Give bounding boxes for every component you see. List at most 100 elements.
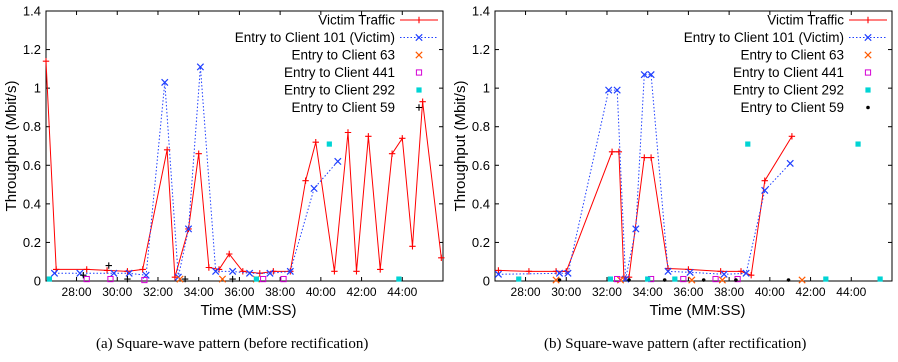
victim-point xyxy=(205,264,213,271)
legend-label: Entry to Client 63 xyxy=(291,48,395,63)
victim-point xyxy=(438,254,445,262)
client59-point xyxy=(786,278,791,282)
client101-point xyxy=(720,270,728,278)
victim-point xyxy=(647,154,655,161)
x-tick-label: 38:00 xyxy=(265,285,295,299)
victim-point xyxy=(525,268,533,275)
caption-after-rectification: (b) Square-wave pattern (after rectifica… xyxy=(544,336,807,352)
client292-point xyxy=(645,276,651,282)
victim-point xyxy=(344,129,352,136)
y-tick-label: 1.4 xyxy=(23,4,41,19)
y-tick-label: 1.2 xyxy=(472,42,490,57)
legend-marker xyxy=(864,33,872,42)
x-tick-label: 32:00 xyxy=(143,285,173,299)
client101-point xyxy=(161,78,169,86)
client101-point xyxy=(286,267,294,275)
legend-marker xyxy=(415,51,423,59)
legend-label: Entry to Client 59 xyxy=(740,100,844,115)
client101-point xyxy=(494,270,503,278)
plot-frame xyxy=(45,10,444,282)
client292-point xyxy=(745,141,751,147)
client59-point xyxy=(662,278,667,282)
legend-marker xyxy=(415,69,423,76)
client101-point xyxy=(742,269,750,277)
client101-point xyxy=(640,71,648,79)
client101-point xyxy=(664,267,672,275)
y-tick-label: 1.4 xyxy=(472,4,490,19)
client101-point xyxy=(110,269,118,277)
x-tick-label: 42:00 xyxy=(796,285,826,299)
victim-point xyxy=(399,135,406,142)
series-client441 xyxy=(83,275,287,284)
client59-point xyxy=(557,278,562,282)
client101-point xyxy=(761,186,769,194)
victim-point xyxy=(495,267,502,274)
client63-point xyxy=(798,276,806,284)
client101-point xyxy=(686,268,694,276)
client292-point xyxy=(516,276,522,282)
legend-label: Entry to Client 292 xyxy=(284,83,395,98)
client59-point xyxy=(734,278,738,282)
x-tick-label: 40:00 xyxy=(755,285,785,299)
client292-point xyxy=(607,276,613,282)
victim-point xyxy=(139,266,146,273)
legend-marker xyxy=(864,16,872,24)
client441-point xyxy=(280,275,287,283)
x-tick-label: 28:00 xyxy=(511,285,541,299)
victim-point xyxy=(615,148,623,155)
x-tick-label: 36:00 xyxy=(224,285,254,299)
client292-point xyxy=(823,276,829,282)
chart-after-rectification: 0 0.2 0.4 0.6 0.8 1 1.2 1.4 28:00 30:00 32:00 34:00… xyxy=(452,4,893,319)
x-tick-label: 28:00 xyxy=(62,285,92,299)
x-tick-label: 38:00 xyxy=(714,285,744,299)
victim-point xyxy=(103,267,111,274)
series-client292 xyxy=(46,141,402,282)
x-tick-label: 34:00 xyxy=(633,285,663,299)
victim-point xyxy=(685,266,692,273)
y-axis-label: Throughput (Mbit/s) xyxy=(3,81,20,212)
client101-point xyxy=(786,159,794,167)
y-tick-label: 0.2 xyxy=(472,235,490,250)
x-tick-label: 44:00 xyxy=(836,285,866,299)
client292-point xyxy=(326,141,332,147)
client101-point xyxy=(50,269,59,277)
legend-marker xyxy=(866,105,870,110)
series-client63 xyxy=(552,276,806,284)
victim-point xyxy=(761,177,768,184)
victim-point xyxy=(195,150,202,157)
client101-point xyxy=(196,63,205,71)
victim-point xyxy=(641,154,648,161)
client101-point xyxy=(605,86,613,94)
y-tick-label: 0.8 xyxy=(472,119,490,134)
victim-point xyxy=(83,266,90,273)
client441-point xyxy=(260,275,267,283)
legend-marker xyxy=(864,69,872,76)
client101-point xyxy=(632,225,640,233)
client59-point xyxy=(105,262,112,269)
victim-point xyxy=(42,57,50,65)
legend-marker xyxy=(865,87,871,93)
legend-label: Victim Traffic xyxy=(767,13,844,28)
y-tick-label: 0.6 xyxy=(23,158,41,173)
victim-point xyxy=(331,268,338,275)
victim-point xyxy=(409,243,416,250)
client59-point xyxy=(124,275,131,283)
x-tick-label: 44:00 xyxy=(387,285,417,299)
client101-point xyxy=(245,269,254,277)
client101-point xyxy=(212,267,220,275)
client59-point xyxy=(80,272,87,279)
victim-point xyxy=(171,273,179,281)
y-tick-label: 1 xyxy=(34,81,41,96)
legend-marker xyxy=(864,51,872,59)
x-tick-label: 30:00 xyxy=(551,285,581,299)
y-tick-label: 1 xyxy=(483,81,490,96)
x-tick-label: 30:00 xyxy=(102,285,132,299)
y-tick-label: 1.2 xyxy=(23,42,41,57)
legend-label: Entry to Client 441 xyxy=(284,65,395,80)
client101-point xyxy=(266,269,274,277)
client441-point xyxy=(141,276,148,284)
victim-point xyxy=(353,268,360,275)
victim-point xyxy=(302,177,309,184)
y-tick-label: 0.4 xyxy=(23,196,41,211)
client59-point xyxy=(701,278,706,282)
